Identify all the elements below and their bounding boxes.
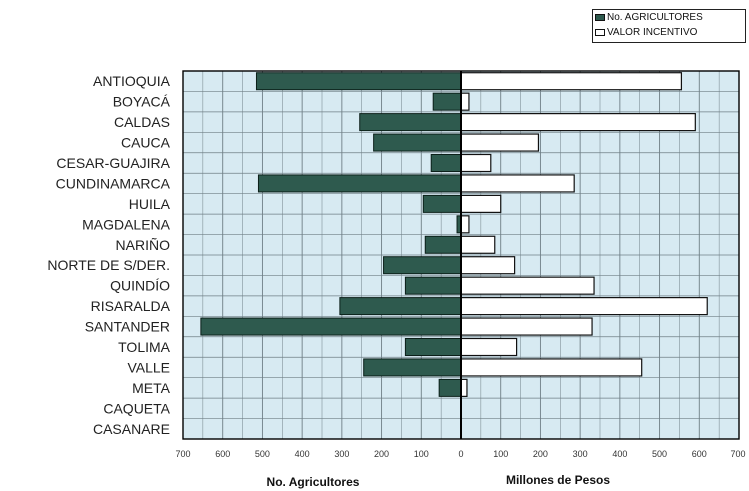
bar-incentivo — [460, 174, 575, 193]
category-label: NORTE DE S/DER. — [47, 257, 170, 273]
bar-agricultores — [383, 256, 462, 275]
chart-legend: No. AGRICULTORES VALOR INCENTIVO — [592, 9, 746, 43]
bar-agricultores — [359, 113, 462, 132]
bar-incentivo — [460, 133, 540, 152]
category-label: HUILA — [129, 196, 171, 212]
bar-agricultores — [255, 72, 462, 91]
right-tick-label: 400 — [612, 449, 627, 459]
bar-agricultores — [438, 378, 462, 397]
left-tick-label: 100 — [414, 449, 429, 459]
category-label: MAGDALENA — [82, 216, 171, 232]
plot-frame — [182, 70, 740, 440]
bar-incentivo — [460, 235, 496, 254]
right-axis-label: Millones de Pesos — [506, 473, 610, 487]
category-label: CASANARE — [93, 421, 170, 437]
bar-agricultores — [363, 358, 462, 377]
right-tick-label: 500 — [652, 449, 667, 459]
bar-incentivo — [460, 256, 516, 275]
category-label: NARIÑO — [116, 237, 171, 253]
bar-incentivo — [460, 92, 470, 111]
legend-item-incentivo: VALOR INCENTIVO — [593, 25, 745, 40]
right-tick-label: 600 — [692, 449, 707, 459]
left-tick-label: 400 — [295, 449, 310, 459]
right-tick-label: 200 — [533, 449, 548, 459]
bar-agricultores — [404, 276, 462, 295]
bar-agricultores — [422, 194, 462, 213]
bar-agricultores — [430, 154, 462, 172]
left-tick-label: 300 — [334, 449, 349, 459]
right-tick-label: 100 — [493, 449, 508, 459]
category-label: ANTIOQUIA — [93, 73, 171, 89]
category-label: QUINDÍO — [110, 278, 170, 294]
category-label: RISARALDA — [91, 298, 171, 314]
tick-labels: 700 600 500 400 300 200 100 0 100 200 300 400 500 600… — [175, 449, 745, 459]
bar-incentivo — [460, 153, 492, 173]
bar-incentivo — [460, 113, 696, 132]
bar-incentivo — [460, 317, 593, 336]
legend-label-incentivo: VALOR INCENTIVO — [607, 27, 698, 38]
bar-incentivo — [460, 276, 595, 295]
bar-incentivo — [460, 297, 708, 316]
bar-agricultores — [339, 297, 462, 316]
bar-incentivo — [460, 72, 683, 91]
left-tick-label: 500 — [255, 449, 270, 459]
legend-swatch-dark — [595, 14, 605, 21]
category-label: TOLIMA — [118, 339, 171, 355]
bar-incentivo — [460, 215, 470, 234]
legend-swatch-light — [595, 29, 605, 36]
right-tick-label: 700 — [730, 449, 745, 459]
bar-agricultores — [424, 235, 462, 254]
category-label: META — [132, 380, 171, 396]
bar-agricultores — [200, 317, 462, 336]
category-label: CALDAS — [114, 114, 170, 130]
left-tick-label: 200 — [374, 449, 389, 459]
category-labels: ANTIOQUIA BOYACÁ CALDAS CAUCA CESAR-GUAJIRA C… — [47, 73, 170, 437]
category-label: VALLE — [127, 359, 170, 375]
left-axis-label: No. Agricultores — [267, 475, 360, 489]
bar-incentivo — [460, 358, 643, 377]
legend-item-agricultores: No. AGRICULTORES — [593, 10, 745, 25]
bar-agricultores — [432, 92, 462, 111]
bar-agricultores — [404, 338, 462, 356]
category-label: CAUCA — [121, 135, 171, 151]
category-label: BOYACÁ — [113, 94, 171, 110]
category-label: CESAR-GUAJIRA — [56, 155, 170, 171]
left-tick-label: 0 — [458, 449, 463, 459]
category-label: SANTANDER — [85, 319, 170, 335]
category-label: CAQUETA — [103, 400, 170, 416]
grid-lines — [183, 71, 739, 439]
bar-agricultores — [373, 133, 462, 152]
category-label: CUNDINAMARCA — [56, 175, 171, 191]
bar-incentivo — [460, 337, 518, 357]
bar-agricultores — [257, 174, 462, 193]
bars — [200, 72, 708, 397]
bar-incentivo — [460, 194, 502, 213]
right-tick-label: 300 — [573, 449, 588, 459]
legend-label-agricultores: No. AGRICULTORES — [607, 12, 703, 23]
left-tick-label: 600 — [215, 449, 230, 459]
left-tick-label: 700 — [175, 449, 190, 459]
